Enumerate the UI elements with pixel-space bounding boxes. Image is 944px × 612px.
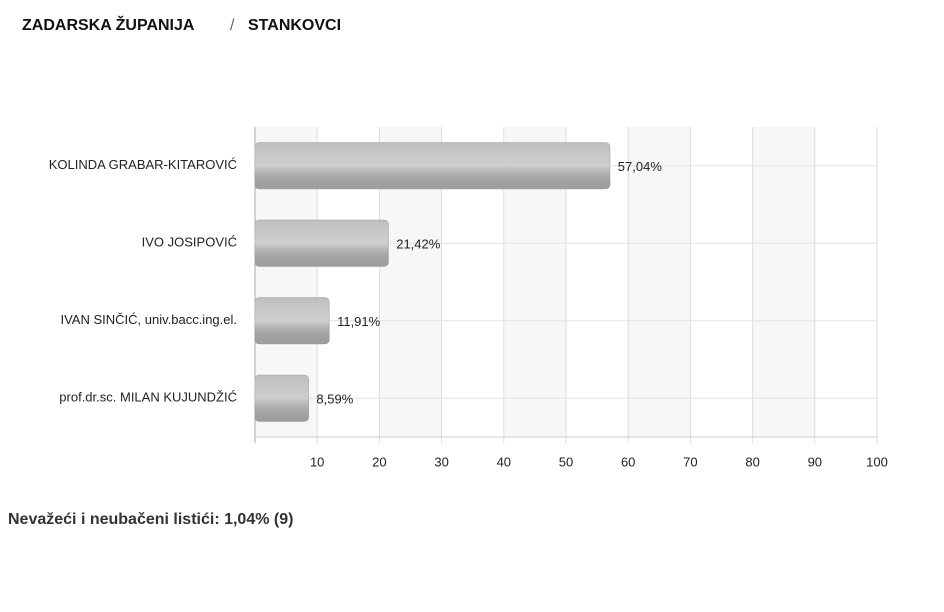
x-tick-label: 20: [372, 454, 386, 469]
x-tick-label: 70: [683, 454, 697, 469]
x-tick-label: 50: [559, 454, 573, 469]
grid-band: [628, 127, 691, 437]
category-label: KOLINDA GRABAR-KITAROVIĆ: [49, 157, 237, 172]
x-tick-label: 90: [808, 454, 822, 469]
x-tick-label: 10: [310, 454, 324, 469]
bar-sheen: [255, 375, 309, 422]
x-tick-label: 80: [745, 454, 759, 469]
value-label: 11,91%: [337, 314, 381, 329]
bar-sheen: [255, 220, 389, 267]
category-label: IVO JOSIPOVIĆ: [142, 235, 237, 250]
bar-sheen: [255, 297, 330, 344]
x-tick-label: 100: [866, 454, 888, 469]
category-label: prof.dr.sc. MILAN KUJUNDŽIĆ: [59, 390, 237, 405]
x-tick-label: 60: [621, 454, 635, 469]
breadcrumb-separator: /: [230, 17, 235, 34]
plot: 10 20 30 40 50 60 70 80 90 100 KOLINDA GRABAR-KITA…: [49, 127, 888, 469]
grid-band: [752, 127, 815, 437]
invalid-ballots: Nevažeći i neubačeni listići: 1,04% (9): [8, 511, 293, 528]
bar-sheen: [255, 142, 610, 189]
municipality-title: STANKOVCI: [248, 17, 341, 34]
x-tick-label: 30: [434, 454, 448, 469]
value-label: 57,04%: [618, 159, 663, 174]
value-label: 8,59%: [316, 392, 353, 407]
value-label: 21,42%: [396, 237, 441, 252]
region-title[interactable]: ZADARSKA ŽUPANIJA: [22, 15, 195, 34]
category-label: IVAN SINČIĆ, univ.bacc.ing.el.: [60, 312, 237, 327]
x-tick-label: 40: [497, 454, 511, 469]
